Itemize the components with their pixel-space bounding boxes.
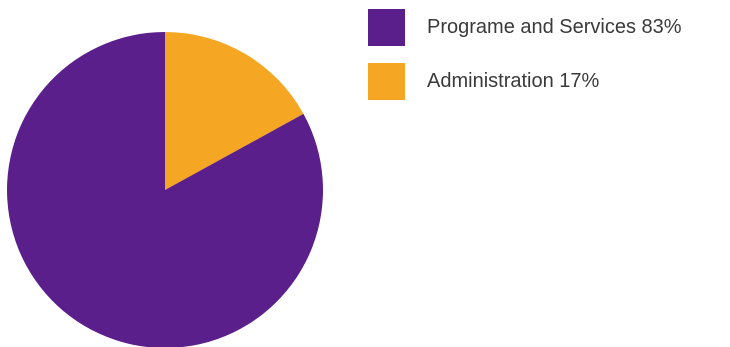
legend-label-programs: Programe and Services 83% (427, 15, 682, 38)
legend-label-administration: Administration 17% (427, 69, 600, 92)
pie-slice-0 (165, 32, 304, 190)
legend: Programe and Services 83% Administration… (368, 8, 728, 116)
legend-item-administration: Administration 17% (368, 62, 728, 100)
pie-slice-1 (7, 32, 323, 347)
legend-item-programs: Programe and Services 83% (368, 8, 728, 46)
legend-swatch-programs (368, 8, 405, 46)
pie-chart (7, 32, 323, 347)
legend-swatch-administration (368, 62, 405, 100)
